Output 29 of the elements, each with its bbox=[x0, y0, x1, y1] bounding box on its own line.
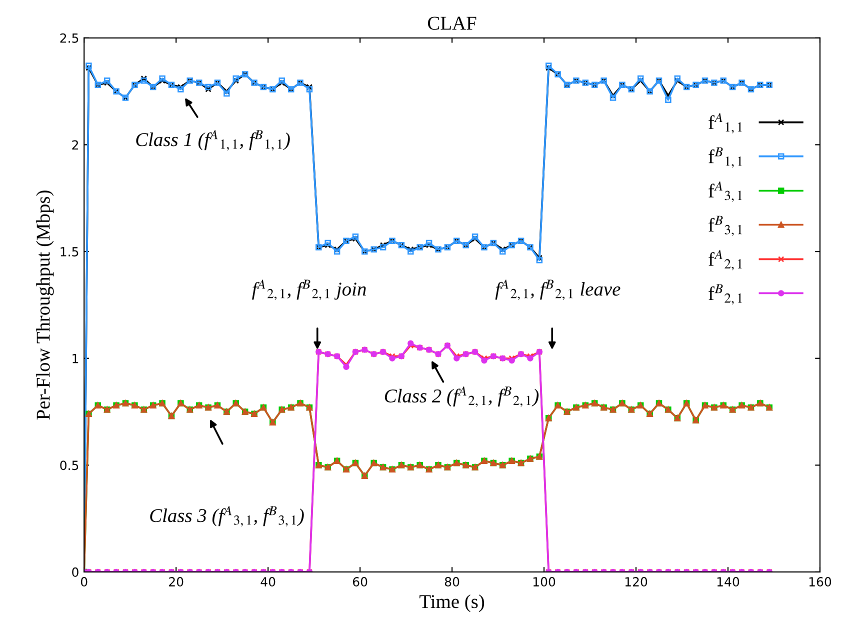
annotation: Class 1 (f$^{A}$$_{1,1}$, f$^{B}$$_{1,1}$) bbox=[136, 130, 290, 150]
annotation: f$^{A}$$_{2,1}$, f$^{B}$$_{2,1}$ join bbox=[252, 280, 366, 300]
legend-label: f$^{B}$$_{3,1}$ bbox=[708, 216, 742, 236]
annotation: Class 2 (f$^{A}$$_{2,1}$, f$^{B}$$_{2,1}$) bbox=[384, 386, 539, 407]
legend-label: f$^{A}$$_{1,1}$ bbox=[708, 112, 742, 134]
annotation: f$^{A}$$_{2,1}$, f$^{B}$$_{2,1}$ leave bbox=[495, 280, 620, 300]
y-tick-label: 1.5 bbox=[60, 247, 78, 256]
x-tick-label: 120 bbox=[625, 577, 648, 586]
x-tick-label: 140 bbox=[717, 577, 740, 586]
y-tick-label: 0.5 bbox=[60, 460, 78, 470]
x-axis-title: Time (s) bbox=[420, 594, 484, 612]
x-tick-label: 60 bbox=[352, 577, 368, 586]
x-tick-label: 160 bbox=[809, 577, 832, 586]
legend-label: f$^{A}$$_{3,1}$ bbox=[708, 181, 742, 202]
y-tick-label: 0 bbox=[72, 567, 78, 577]
x-tick-label: 40 bbox=[260, 577, 276, 586]
x-tick-label: 80 bbox=[444, 577, 460, 586]
x-tick-label: 0 bbox=[80, 577, 88, 586]
y-tick-label: 1 bbox=[72, 354, 78, 364]
legend-label: f$^{B}$$_{1,1}$ bbox=[708, 147, 742, 168]
annotation: Class 3 (f$^{A}$$_{3,1}$, f$^{B}$$_{3,1}$) bbox=[150, 506, 304, 526]
legend-label: f$^{A}$$_{2,1}$ bbox=[708, 250, 742, 270]
x-tick-label: 100 bbox=[533, 577, 556, 586]
y-tick-label: 2.5 bbox=[60, 33, 78, 43]
y-tick-label: 2 bbox=[72, 140, 78, 150]
legend-label: f$^{B}$$_{2,1}$ bbox=[708, 284, 742, 304]
chart-title: CLAF bbox=[428, 16, 476, 30]
x-tick-label: 20 bbox=[169, 577, 184, 586]
y-axis-title: Per-Flow Throughput (Mbps) bbox=[36, 190, 54, 420]
